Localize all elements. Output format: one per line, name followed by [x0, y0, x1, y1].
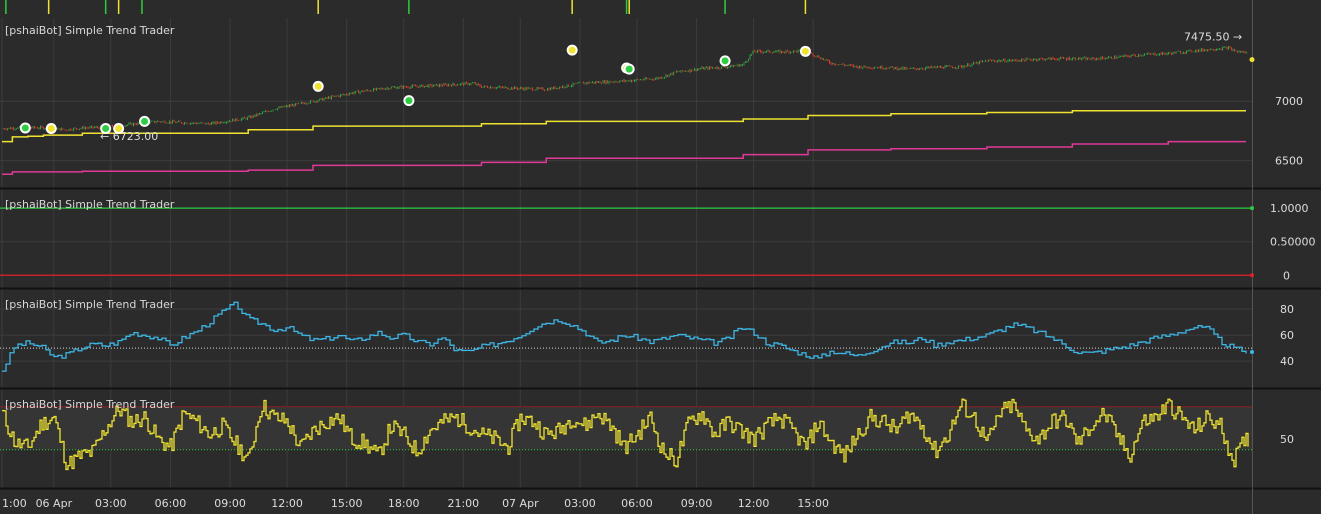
time-axis-label: 09:00	[681, 497, 713, 510]
oscillator-1-tick-label: 60	[1280, 329, 1294, 342]
price-tick-label: 6500	[1275, 155, 1303, 168]
binary-panel-title: [pshaiBot] Simple Trend Trader	[5, 198, 175, 211]
price-annotation: ← 6723.00	[100, 130, 158, 143]
level-end-dot	[1250, 206, 1254, 211]
time-axis-label: 03:00	[95, 497, 127, 510]
oscillator-2-panel-title: [pshaiBot] Simple Trend Trader	[5, 398, 175, 411]
time-axis-label: 21:00	[447, 497, 479, 510]
magenta-band-line	[2, 140, 1246, 176]
time-axis-label: 12:00	[271, 497, 303, 510]
green-signal-marker	[721, 57, 729, 65]
time-axis-label: 15:00	[331, 497, 363, 510]
yellow-signal-marker	[115, 125, 123, 133]
last-price-marker	[1249, 57, 1255, 63]
oscillator-1-tick-label: 40	[1280, 355, 1294, 368]
time-axis-label: 06 Apr	[36, 497, 73, 510]
time-axis-label: 03:00	[564, 497, 596, 510]
level-end-dot	[1250, 273, 1254, 278]
oscillator-1-tick-label: 80	[1280, 303, 1294, 316]
green-signal-marker	[625, 65, 633, 73]
price-annotation: 7475.50 →	[1184, 31, 1242, 44]
cyan-oscillator-line	[2, 301, 1247, 372]
price-tick-label: 7000	[1275, 95, 1303, 108]
time-axis-label: 09:00	[214, 497, 246, 510]
oscillator-1-end-dot	[1250, 350, 1254, 355]
yellow-signal-marker	[801, 47, 809, 55]
green-signal-marker	[405, 97, 413, 105]
time-axis-label: 07 Apr	[502, 497, 539, 510]
yellow-band-line	[2, 109, 1246, 143]
yellow-oscillator-line	[2, 398, 1249, 471]
binary-tick-label: 0	[1283, 269, 1290, 282]
yellow-signal-marker	[47, 125, 55, 133]
green-signal-marker	[102, 125, 110, 133]
yellow-signal-marker	[314, 82, 322, 90]
time-axis-label: 12:00	[738, 497, 770, 510]
binary-tick-label: 1.0000	[1270, 202, 1309, 215]
yellow-signal-marker	[568, 46, 576, 54]
time-axis-label: 06:00	[621, 497, 653, 510]
green-signal-marker	[21, 124, 29, 132]
binary-tick-label: 0.50000	[1270, 236, 1316, 249]
oscillator-2-tick-label: 50	[1280, 433, 1294, 446]
green-signal-marker	[141, 117, 149, 125]
price-panel-title: [pshaiBot] Simple Trend Trader	[5, 24, 175, 37]
time-axis-label: 1:00	[2, 497, 27, 510]
time-axis-label: 06:00	[155, 497, 187, 510]
time-axis-label: 18:00	[388, 497, 420, 510]
time-axis-label: 15:00	[797, 497, 829, 510]
oscillator-1-panel-title: [pshaiBot] Simple Trend Trader	[5, 298, 175, 311]
